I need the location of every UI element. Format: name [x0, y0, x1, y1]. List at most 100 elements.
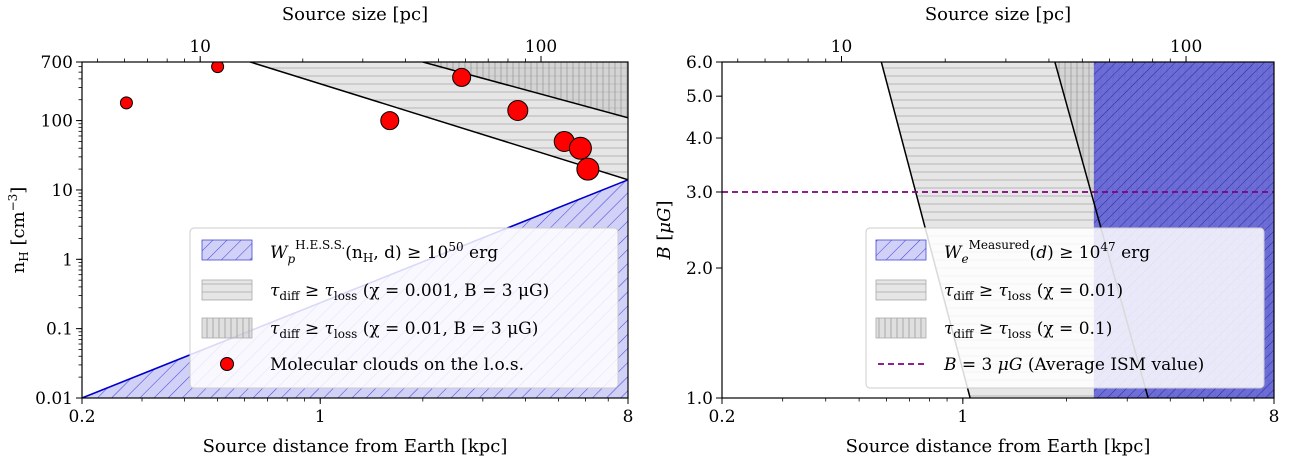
- right-legend-1-rest: ) ≥ 10: [1047, 243, 1100, 263]
- left-y-tick-label-5: 700: [41, 53, 73, 73]
- right-panel: 0.2 1 8 10 100 1.0 2.0 3.0 4.0 5.0 6.0 Source dist…: [654, 4, 1279, 457]
- left-y-axis-title-unit: [cm: [8, 211, 29, 251]
- left-points-layer: [119, 62, 600, 181]
- left-gray-horizontal-boundary-line: [247, 62, 628, 181]
- right-legend-2-sub1: diff: [953, 289, 975, 303]
- left-legend-2-sub1: diff: [279, 289, 301, 303]
- right-legend-1-w: W: [944, 243, 963, 263]
- right-legend-3-ge: ≥: [973, 319, 998, 339]
- right-legend-2-tau2: τ: [999, 281, 1009, 301]
- right-y-tick-label-1: 2.0: [686, 259, 713, 279]
- right-legend-label-2: τdiff ≥ τloss (χ = 0.01): [944, 281, 1123, 303]
- right-axes-frame: [721, 61, 1275, 399]
- left-legend-box: [189, 227, 619, 389]
- left-legend: WpH.E.S.S.(nH, d) ≥ 1050 erg τdiff ≥ τlo…: [189, 227, 619, 389]
- left-y-axis-title-n: n: [8, 261, 29, 273]
- right-y-tick-label-0: 1.0: [686, 389, 713, 409]
- left-cloud-point-7: [576, 157, 600, 181]
- left-legend-label-2: τdiff ≥ τloss (χ = 0.001, B = 3 μG): [270, 281, 549, 303]
- left-legend-3-tau: τ: [270, 319, 280, 339]
- right-y-axis-title-mu: μG: [654, 207, 675, 233]
- left-legend-swatch-blue-hatch: [201, 239, 253, 261]
- left-legend-2-rest: (χ = 0.001, B = 3 μG): [357, 281, 549, 301]
- right-legend-3-tau: τ: [944, 319, 954, 339]
- right-y-axis-title-close: ]: [654, 200, 675, 207]
- left-x-tick-label-1: 1: [315, 407, 326, 427]
- right-top-axis-title: Source size [pc]: [925, 4, 1071, 25]
- left-x-tick-label-2: 8: [623, 407, 634, 427]
- left-legend-1-exp: 50: [448, 240, 463, 254]
- right-y-tick-label-5: 6.0: [686, 53, 713, 73]
- left-ticks-layer: 0.2 1 8 10 100 0.01 0.1 1 10 100 700: [35, 37, 633, 427]
- right-x-axis-title: Source distance from Earth [kpc]: [846, 436, 1151, 457]
- left-legend-marker: [220, 357, 234, 371]
- right-legend-box: [865, 227, 1265, 389]
- right-legend-4-eq: = 3: [957, 355, 998, 375]
- left-x2-tick-label-1: 100: [525, 37, 557, 57]
- left-x2-tick-label-0: 10: [189, 37, 211, 57]
- left-legend-swatch-gray-vertical: [201, 317, 253, 339]
- right-legend-3-rest: (χ = 0.1): [1031, 319, 1112, 339]
- left-y-axis-title-sup: −3: [6, 194, 20, 212]
- left-legend-3-sub2: loss: [334, 327, 357, 341]
- right-y-axis-title-b: B: [654, 246, 675, 260]
- right-legend-swatch-gray-vertical: [875, 317, 927, 339]
- right-x-tick-label-0: 0.2: [708, 407, 735, 427]
- right-y-tick-label-3: 4.0: [686, 129, 713, 149]
- left-legend-3-tau2: τ: [325, 319, 335, 339]
- right-legend-1-sup: Measured: [969, 238, 1030, 252]
- left-y-tick-label-0: 0.01: [35, 389, 73, 409]
- left-legend-label-4: Molecular clouds on the l.o.s.: [270, 355, 524, 375]
- right-legend-4-mu: μG: [998, 355, 1023, 375]
- left-y-tick-label-3: 10: [51, 181, 73, 201]
- right-legend-label-3: τdiff ≥ τloss (χ = 0.1): [944, 319, 1112, 341]
- right-legend-2-sub2: loss: [1008, 289, 1031, 303]
- left-legend-swatch-gray-horizontal: [201, 279, 253, 301]
- left-cloud-point-6: [568, 136, 592, 160]
- right-legend-swatch-blue-hatch: [875, 239, 927, 261]
- left-x-axis-title: Source distance from Earth [kpc]: [203, 436, 508, 457]
- left-legend-3-rest: (χ = 0.01, B = 3 μG): [357, 319, 538, 339]
- right-legend-1-d: d: [1036, 243, 1047, 263]
- left-y-axis-title-sub: H: [17, 251, 31, 261]
- right-legend-1-unit: erg: [1116, 243, 1151, 263]
- right-x-tick-label-2: 8: [1269, 407, 1280, 427]
- left-y-tick-label-4: 100: [41, 112, 73, 132]
- left-legend-1-args: (n: [345, 243, 363, 263]
- right-legend-2-ge: ≥: [973, 281, 998, 301]
- left-legend-3-sub1: diff: [279, 327, 301, 341]
- left-legend-1-unit: erg: [464, 243, 499, 263]
- right-ticks-layer: 0.2 1 8 10 100 1.0 2.0 3.0 4.0 5.0 6.0: [686, 37, 1279, 427]
- left-y-axis-title: nH [cm−3]: [6, 187, 31, 274]
- right-legend-3-sub2: loss: [1008, 327, 1031, 341]
- right-legend-3-tau2: τ: [999, 319, 1009, 339]
- left-y-axis-title-close: ]: [8, 187, 29, 194]
- left-top-axis-title: Source size [pc]: [282, 4, 428, 25]
- right-x-tick-label-1: 1: [957, 407, 968, 427]
- left-legend-1-w: W: [270, 243, 289, 263]
- left-legend-1-sup: H.E.S.S.: [295, 238, 345, 252]
- right-legend-swatch-gray-horizontal: [875, 279, 927, 301]
- left-legend-label-1: WpH.E.S.S.(nH, d) ≥ 1050 erg: [270, 238, 498, 266]
- left-panel: 0.2 1 8 10 100 0.01 0.1 1 10 100 700 Source distan…: [6, 4, 633, 457]
- right-legend-3-sub1: diff: [953, 327, 975, 341]
- left-cloud-point-4: [507, 99, 529, 121]
- right-legend-2-rest: (χ = 0.01): [1031, 281, 1123, 301]
- right-x2-tick-label-1: 100: [1170, 37, 1202, 57]
- right-legend: WeMeasured(d) ≥ 1047 erg τdiff ≥ τloss (…: [865, 227, 1265, 389]
- left-legend-2-tau2: τ: [325, 281, 335, 301]
- right-legend-label-4: B = 3 μG (Average ISM value): [943, 355, 1204, 375]
- right-y-axis-title: B [μG]: [654, 200, 675, 260]
- right-y-tick-label-2: 3.0: [686, 183, 713, 203]
- right-legend-2-tau: τ: [944, 281, 954, 301]
- right-legend-4-rest: (Average ISM value): [1022, 355, 1204, 375]
- right-y-axis-title-unit: [: [654, 234, 675, 247]
- left-legend-2-sub2: loss: [334, 289, 357, 303]
- left-cloud-point-3: [452, 67, 472, 87]
- right-legend-4-b: B: [943, 355, 957, 375]
- left-cloud-point-0: [119, 96, 133, 110]
- right-legend-label-1: WeMeasured(d) ≥ 1047 erg: [944, 238, 1150, 266]
- right-y-tick-label-4: 5.0: [686, 87, 713, 107]
- left-cloud-point-2: [380, 111, 400, 131]
